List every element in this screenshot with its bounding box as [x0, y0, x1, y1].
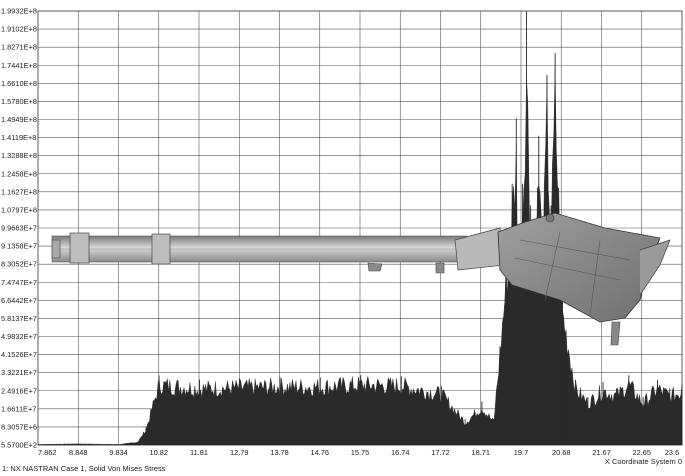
y-tick-label: 1.9102E+8	[1, 25, 37, 34]
y-tick-label: 8.3052E+7	[1, 260, 37, 269]
x-tick-label: 9.834	[109, 448, 128, 457]
y-tick-label: 1.5780E+8	[1, 97, 37, 106]
y-tick-label: 1.8271E+8	[1, 43, 37, 52]
x-tick-label: 15.75	[351, 448, 370, 457]
stress-series-area	[37, 67, 683, 446]
y-tick-label: 1.6610E+8	[1, 79, 37, 88]
x-tick-label: 11.81	[190, 448, 208, 457]
x-axis-label: X Coordinate System 0	[604, 457, 682, 466]
x-tick-label: 10.82	[150, 448, 169, 457]
legend-text: 1: NX NASTRAN Case 1, Solid Von Mises St…	[2, 464, 166, 473]
y-tick-label: 1.0797E+8	[1, 205, 37, 214]
y-tick-label: 1.1627E+8	[1, 187, 37, 196]
x-axis-ticks: 7.862 8.848 9.834 10.82 11.81 12.79 13.78 14.76…	[38, 448, 679, 457]
x-tick-label: 12.79	[230, 448, 249, 457]
x-tick-label: 21.67	[592, 448, 611, 457]
x-tick-label: 16.74	[391, 448, 410, 457]
x-tick-label: 22.65	[633, 448, 652, 457]
x-tick-label: 13.78	[270, 448, 289, 457]
model-bracket	[367, 262, 383, 272]
y-tick-label: 1.6611E+7	[1, 404, 36, 413]
y-tick-label: 8.3057E+6	[1, 422, 37, 431]
y-tick-label: 1.3288E+8	[1, 151, 37, 160]
model-flange-left	[69, 232, 90, 264]
y-tick-label: 1.2458E+8	[1, 169, 37, 178]
x-tick-label: 7.862	[38, 448, 57, 457]
model-overlay	[51, 212, 671, 346]
y-tick-label: 2.4916E+7	[1, 386, 37, 395]
x-tick-label: 14.76	[311, 448, 330, 457]
y-tick-label: 1.7441E+8	[1, 61, 37, 70]
y-tick-label: 7.4747E+7	[1, 278, 37, 287]
y-tick-label: 1.9932E+8	[1, 7, 37, 16]
x-tick-label: 23.6	[665, 448, 679, 457]
x-tick-label: 20.68	[552, 448, 571, 457]
y-tick-label: 4.9832E+7	[1, 332, 37, 341]
y-tick-label: 1.4949E+8	[1, 115, 37, 124]
y-tick-label: 3.3221E+7	[1, 368, 37, 377]
y-tick-label: 4.1526E+7	[1, 350, 37, 359]
y-tick-label: 9.1358E+7	[1, 242, 37, 251]
y-tick-label: 5.8137E+7	[1, 314, 37, 323]
y-axis-ticks: 5.5700E+2 8.3057E+6 1.6611E+7 2.4916E+7 3.32…	[1, 7, 37, 450]
stress-area	[37, 11, 683, 446]
x-tick-label: 17.72	[431, 448, 450, 457]
y-tick-label: 9.9663E+7	[1, 224, 37, 233]
y-tick-label: 6.6442E+7	[1, 296, 37, 305]
y-tick-label: 1.4119E+8	[1, 133, 36, 142]
model-panel	[497, 212, 661, 323]
y-tick-label: 5.5700E+2	[1, 441, 37, 450]
x-tick-label: 19.7	[514, 448, 528, 457]
x-tick-label: 8.848	[69, 448, 88, 457]
x-tick-label: 18.71	[472, 448, 491, 457]
model-flange-mid	[151, 233, 171, 265]
